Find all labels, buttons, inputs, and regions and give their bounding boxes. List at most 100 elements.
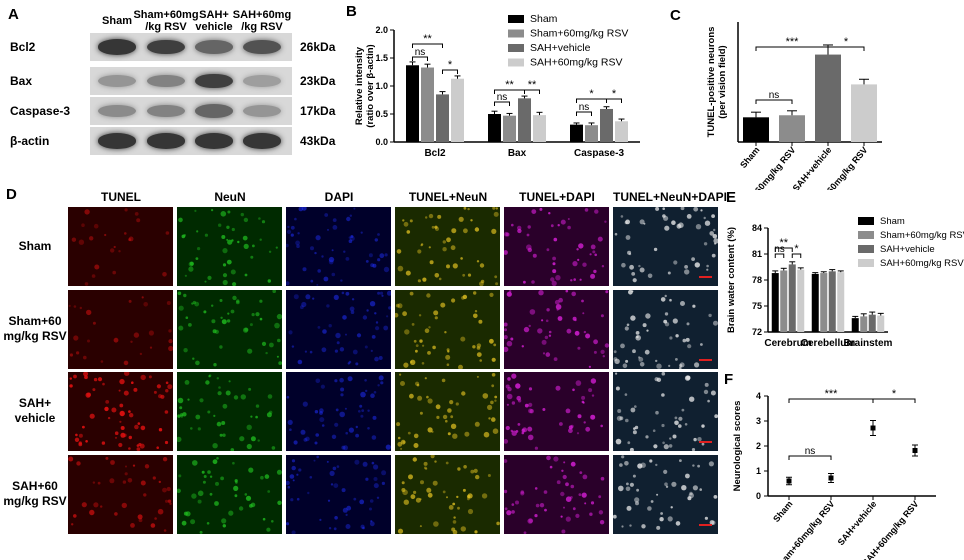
cell-dot — [185, 316, 189, 319]
cell-dot — [461, 391, 466, 396]
cell-dot — [244, 327, 249, 332]
microscopy-image — [177, 372, 282, 451]
cell-dot — [300, 305, 304, 310]
cell-dot — [619, 416, 624, 421]
cell-dot — [473, 291, 477, 295]
cell-dot — [584, 502, 587, 505]
microscopy-cells — [177, 290, 282, 367]
cell-dot — [246, 424, 252, 430]
cell-dot — [656, 377, 662, 382]
cell-dot — [332, 466, 337, 471]
cell-dot — [377, 233, 380, 236]
y-axis-label: TUNEL-positive neurons(per vision field) — [706, 27, 728, 138]
panel-label-c: C — [670, 7, 681, 24]
cell-dot — [618, 485, 624, 492]
cell-dot — [178, 305, 184, 311]
cell-dot — [365, 389, 368, 393]
cell-dot — [128, 238, 132, 242]
cell-dot — [444, 331, 447, 334]
cell-dot — [216, 377, 219, 380]
cell-dot — [110, 460, 115, 465]
cell-dot — [431, 225, 435, 229]
cell-dot — [687, 496, 692, 501]
significance-label: * — [589, 88, 594, 100]
cell-dot — [218, 386, 221, 389]
cell-dot — [92, 321, 96, 325]
cell-dot — [642, 323, 647, 328]
bar — [828, 271, 836, 332]
cell-dot — [410, 494, 416, 500]
cell-dot — [655, 463, 658, 467]
cell-dot — [655, 359, 658, 363]
cell-dot — [413, 443, 419, 448]
cell-dot — [255, 404, 260, 408]
cell-dot — [203, 310, 207, 314]
cell-dot — [148, 375, 152, 379]
cell-dot — [565, 516, 571, 522]
cell-dot — [102, 382, 105, 386]
cell-dot — [524, 403, 529, 408]
cell-dot — [487, 474, 491, 477]
cell-dot — [359, 499, 365, 505]
cell-dot — [353, 207, 356, 210]
cell-dot — [370, 349, 373, 352]
significance-bracket — [791, 253, 802, 258]
cell-dot — [561, 529, 566, 534]
cell-dot — [646, 329, 649, 332]
cell-dot — [195, 257, 199, 260]
cell-dot — [92, 388, 96, 392]
cell-dot — [331, 272, 336, 277]
y-axis-label-line: Brain water content (%) — [726, 227, 737, 333]
cell-dot — [345, 524, 351, 529]
cell-dot — [350, 235, 354, 238]
microscopy-image — [177, 290, 282, 369]
cell-dot — [222, 263, 227, 267]
cell-dot — [348, 427, 354, 433]
cell-dot — [516, 395, 521, 401]
cell-dot — [662, 207, 665, 210]
cell-dot — [148, 330, 154, 336]
cell-dot — [433, 521, 439, 527]
cell-dot — [511, 401, 516, 405]
blot-row-label: β-actin — [10, 134, 50, 148]
cell-dot — [181, 520, 187, 526]
bar — [436, 94, 449, 142]
cell-dot — [528, 518, 534, 523]
cell-dot — [462, 488, 466, 492]
y-tick-label: 84 — [752, 223, 762, 233]
cell-dot — [693, 437, 697, 442]
cell-dot — [638, 357, 644, 362]
cell-dot — [649, 459, 653, 463]
cell-dot — [324, 213, 329, 217]
cell-dot — [442, 240, 446, 244]
cell-dot — [383, 266, 390, 273]
cell-dot — [192, 460, 198, 466]
cell-dot — [426, 293, 431, 298]
cell-dot — [372, 415, 377, 420]
cell-dot — [204, 280, 207, 283]
bar — [780, 270, 788, 332]
cell-dot — [348, 239, 353, 243]
cell-dot — [504, 231, 509, 237]
cell-dot — [478, 319, 483, 324]
cell-dot — [572, 388, 575, 392]
bar — [815, 54, 841, 143]
cell-dot — [638, 264, 641, 268]
cell-dot — [402, 440, 406, 444]
cell-dot — [364, 379, 367, 382]
legend-swatch — [508, 58, 524, 67]
cell-dot — [430, 455, 435, 459]
cell-dot — [632, 278, 637, 283]
cell-dot — [415, 344, 419, 347]
cell-dot — [441, 378, 446, 383]
cell-dot — [554, 299, 560, 305]
cell-dot — [328, 527, 332, 530]
cell-dot — [138, 442, 142, 447]
cell-dot — [276, 355, 279, 358]
cell-dot — [682, 338, 687, 343]
cell-dot — [634, 405, 637, 408]
significance-bracket — [755, 99, 793, 104]
bar — [451, 78, 464, 142]
cell-dot — [71, 237, 77, 242]
cell-dot — [94, 264, 100, 270]
